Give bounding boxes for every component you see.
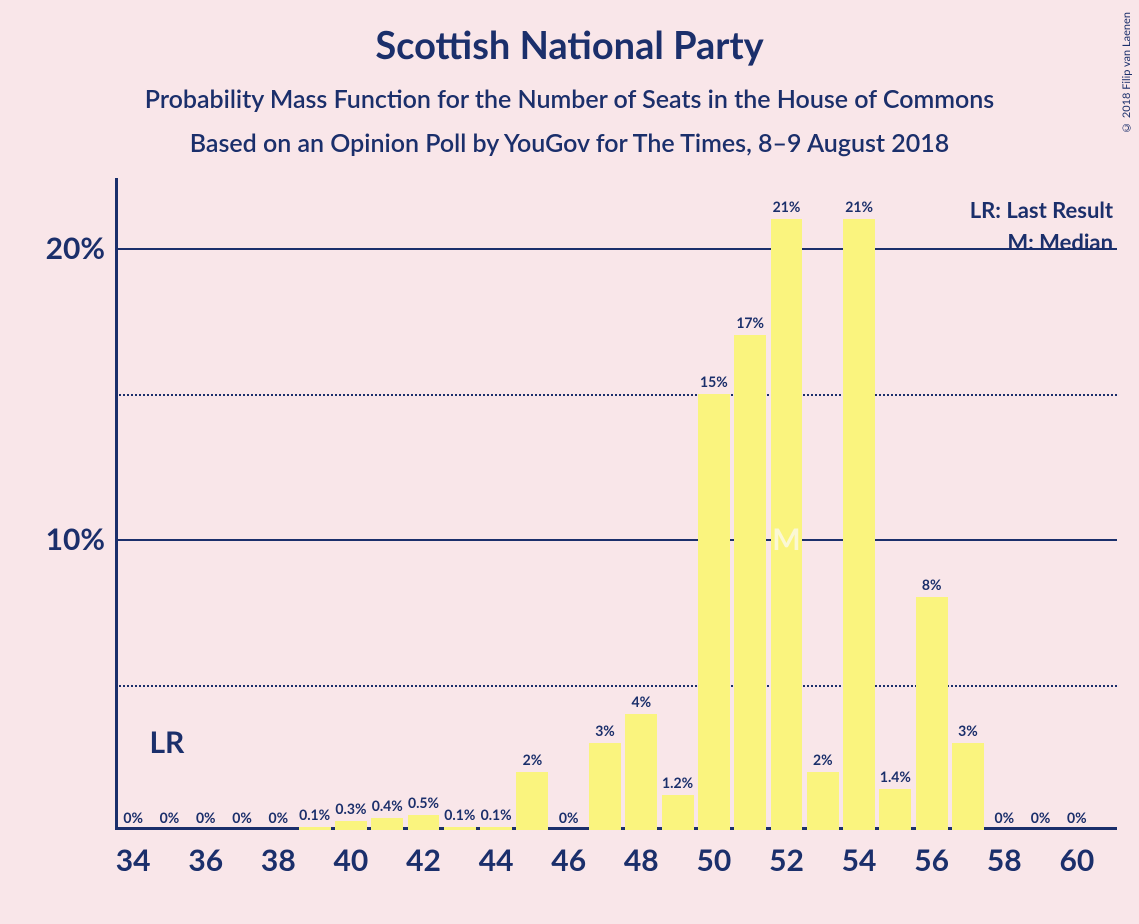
x-tick-label: 34: [116, 830, 151, 878]
bar-value-label: 0.1%: [444, 806, 475, 827]
median-marker: M: [772, 521, 800, 557]
chart-plot-area: 10%20%34363840424446485052545658600%0%0%…: [115, 190, 1095, 830]
bar-value-label: 8%: [922, 576, 942, 597]
x-tick-label: 38: [261, 830, 296, 878]
bar-value-label: 3%: [595, 722, 615, 743]
last-result-marker: LR: [149, 724, 184, 760]
bar-value-label: 0%: [232, 809, 252, 830]
bar: 2%: [807, 772, 839, 830]
bar-value-label: 0.1%: [299, 806, 330, 827]
bar: 17%: [734, 335, 766, 830]
copyright-text: © 2018 Filip van Laenen: [1120, 12, 1133, 134]
bar: 0.1%: [480, 827, 512, 830]
bar-value-label: 0.5%: [408, 794, 439, 815]
bar-value-label: 2%: [813, 751, 833, 772]
bar-value-label: 0.3%: [335, 800, 366, 821]
bar: 0.4%: [371, 818, 403, 830]
bar-value-label: 4%: [631, 693, 651, 714]
x-tick-label: 54: [842, 830, 877, 878]
bar: 0.5%: [408, 815, 440, 830]
bar: 3%: [952, 743, 984, 830]
bar: 1.2%: [662, 795, 694, 830]
x-tick-label: 56: [914, 830, 949, 878]
y-axis-line: [115, 178, 118, 830]
gridline-minor: [115, 685, 1117, 687]
bar-value-label: 0.4%: [372, 797, 403, 818]
legend-median: M: Median: [1007, 228, 1113, 255]
bar-value-label: 0%: [1067, 809, 1087, 830]
x-tick-label: 42: [406, 830, 441, 878]
x-tick-label: 58: [987, 830, 1022, 878]
gridline: [115, 539, 1117, 541]
x-tick-label: 46: [551, 830, 586, 878]
bar-value-label: 1.4%: [880, 768, 911, 789]
bar-value-label: 15%: [700, 373, 728, 394]
bar: 4%: [625, 714, 657, 830]
bar-value-label: 21%: [773, 198, 801, 219]
y-tick-label: 10%: [46, 521, 115, 557]
bar-value-label: 21%: [845, 198, 873, 219]
bar-value-label: 0%: [123, 809, 143, 830]
bar-value-label: 0%: [269, 809, 289, 830]
x-tick-label: 44: [479, 830, 514, 878]
x-tick-label: 40: [334, 830, 369, 878]
bar: 0.3%: [335, 821, 367, 830]
bar: 21%: [843, 219, 875, 830]
bar-value-label: 2%: [523, 751, 543, 772]
chart-title: Scottish National Party: [0, 0, 1139, 68]
chart-subtitle-1: Probability Mass Function for the Number…: [0, 68, 1139, 114]
x-tick-label: 52: [769, 830, 804, 878]
bar-value-label: 1.2%: [662, 774, 693, 795]
bar: 3%: [589, 743, 621, 830]
chart-subtitle-2: Based on an Opinion Poll by YouGov for T…: [0, 114, 1139, 158]
bar-value-label: 0%: [994, 809, 1014, 830]
bar-value-label: 0%: [160, 809, 180, 830]
gridline-minor: [115, 394, 1117, 396]
y-tick-label: 20%: [46, 230, 115, 266]
bar: 1.4%: [879, 789, 911, 830]
bar: 8%: [916, 597, 948, 830]
x-tick-label: 60: [1059, 830, 1094, 878]
bar: 0.1%: [299, 827, 331, 830]
x-tick-label: 36: [188, 830, 223, 878]
bar: 2%: [516, 772, 548, 830]
gridline: [115, 248, 1117, 250]
bar-value-label: 17%: [736, 314, 764, 335]
bar: 0.1%: [444, 827, 476, 830]
bar-value-label: 0%: [196, 809, 216, 830]
bar: 15%: [698, 394, 730, 830]
bar-value-label: 0%: [559, 809, 579, 830]
bar-value-label: 0.1%: [481, 806, 512, 827]
bar-value-label: 0%: [1031, 809, 1051, 830]
x-tick-label: 48: [624, 830, 659, 878]
bar-value-label: 3%: [958, 722, 978, 743]
legend-lr: LR: Last Result: [970, 196, 1113, 223]
x-tick-label: 50: [696, 830, 731, 878]
